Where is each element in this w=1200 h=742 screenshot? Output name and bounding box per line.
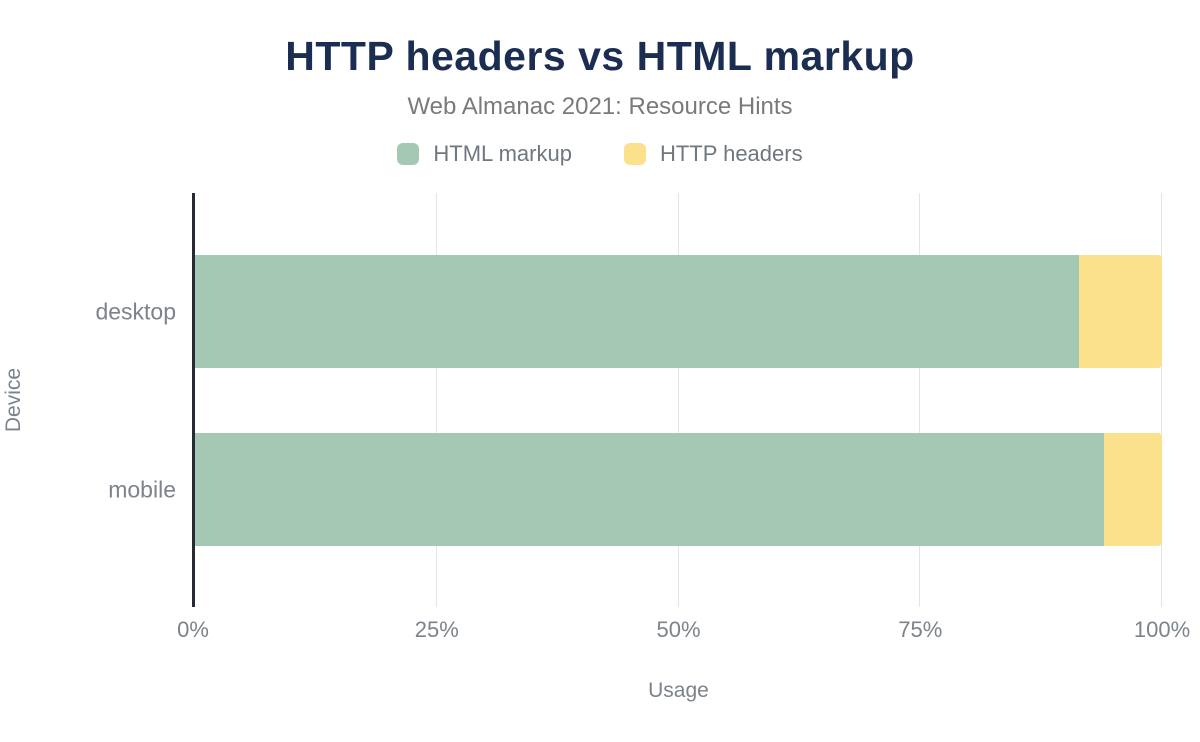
x-tick-label-0-: 0% [177, 617, 209, 642]
chart-title: HTTP headers vs HTML markup [285, 33, 915, 79]
legend: HTML markup HTTP headers [0, 141, 1200, 167]
plot-area [195, 193, 1162, 607]
x-axis-label: Usage [648, 679, 709, 702]
x-tick-label-100-: 100% [1133, 617, 1191, 642]
legend-item-html-markup: HTML markup [397, 141, 572, 167]
legend-item-http-headers: HTTP headers [623, 141, 803, 167]
legend-label-html-markup: HTML markup [433, 141, 572, 166]
category-label-mobile: mobile [108, 476, 176, 502]
legend-swatch-html-markup [397, 143, 420, 165]
chart-subtitle: Web Almanac 2021: Resource Hints [407, 93, 793, 120]
bar-segment-mobile-html-markup [195, 433, 1104, 546]
bar-row-mobile [195, 433, 1162, 546]
x-tick-label-75-: 75% [898, 617, 943, 642]
bar-segment-mobile-http-headers [1103, 433, 1162, 546]
gridline-25- [435, 193, 437, 607]
bar-row-desktop [195, 255, 1162, 368]
bar-segment-desktop-html-markup [195, 255, 1079, 368]
gridline-100- [1161, 193, 1162, 607]
x-tick-label-25-: 25% [414, 617, 459, 642]
legend-label-http-headers: HTTP headers [659, 141, 803, 166]
category-label-desktop: desktop [95, 298, 176, 324]
x-axis-ticks: 0% 25% 50% 75% 100% [177, 617, 1190, 645]
legend-swatch-http-headers [623, 143, 646, 165]
gridline-75- [919, 193, 921, 607]
y-axis-line [192, 193, 195, 607]
y-axis-categories: desktop mobile [0, 193, 176, 607]
gridline-50- [677, 193, 679, 607]
x-tick-label-50-: 50% [656, 617, 701, 642]
bar-segment-desktop-http-headers [1078, 255, 1162, 368]
